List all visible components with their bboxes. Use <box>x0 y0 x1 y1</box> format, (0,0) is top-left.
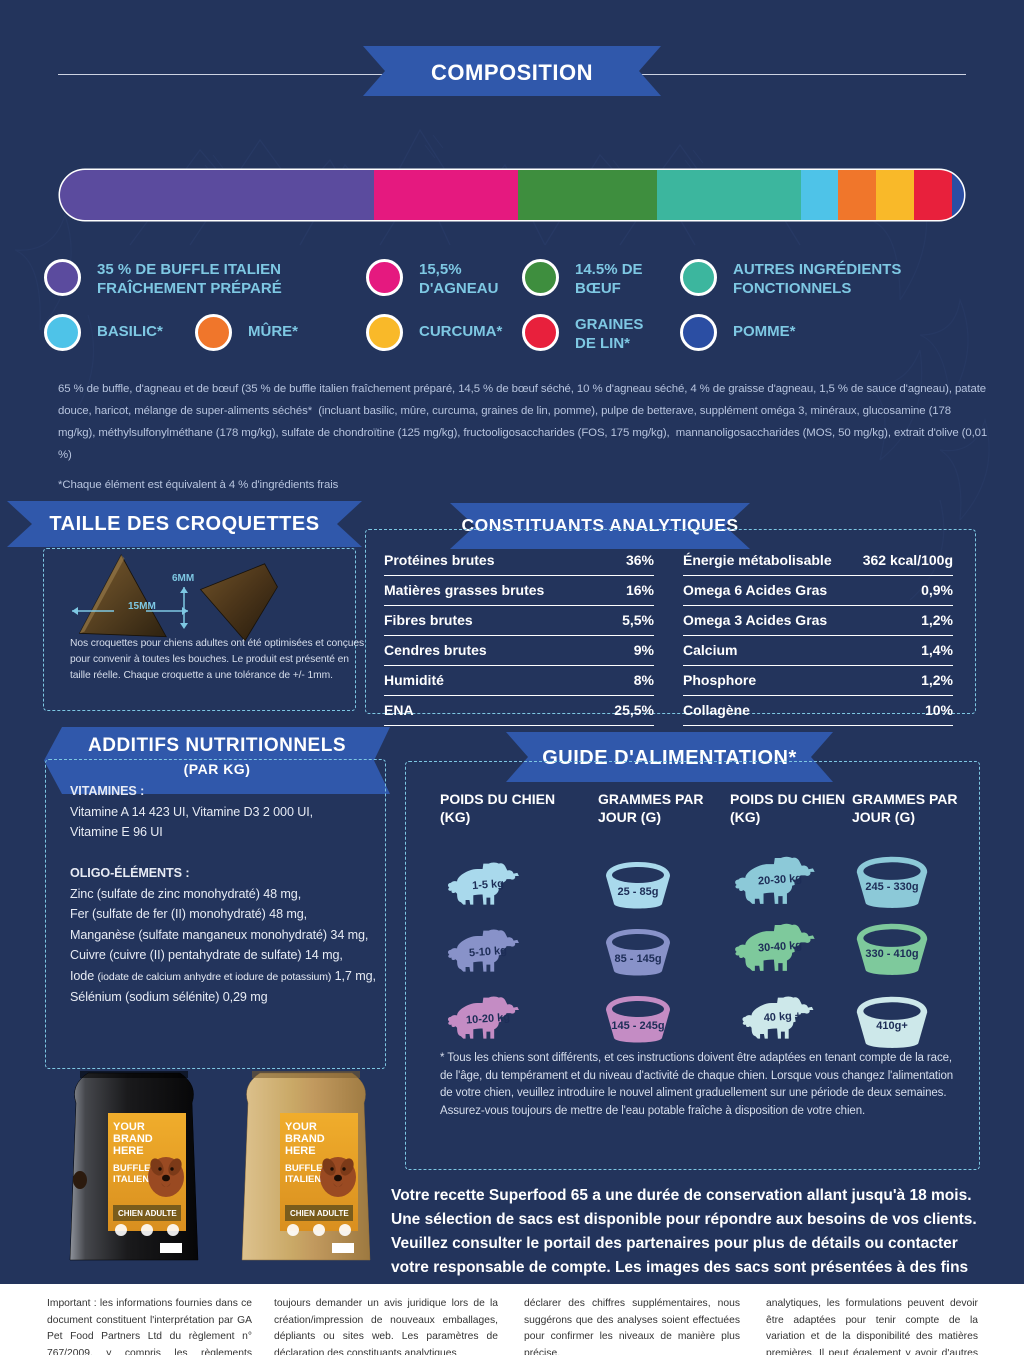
svg-text:BUFFLE: BUFFLE <box>113 1163 150 1174</box>
svg-text:BUFFLE: BUFFLE <box>285 1163 322 1174</box>
svg-text:YOUR: YOUR <box>285 1121 317 1133</box>
svg-text:BRAND: BRAND <box>113 1133 153 1145</box>
svg-text:CHIEN ADULTE: CHIEN ADULTE <box>118 1209 177 1218</box>
svg-text:HERE: HERE <box>285 1145 316 1157</box>
svg-text:BRAND: BRAND <box>285 1133 325 1145</box>
svg-text:ITALIEN: ITALIEN <box>113 1174 149 1185</box>
svg-text:ITALIEN: ITALIEN <box>285 1174 321 1185</box>
svg-text:HERE: HERE <box>113 1145 144 1157</box>
svg-text:YOUR: YOUR <box>113 1121 145 1133</box>
svg-text:CHIEN ADULTE: CHIEN ADULTE <box>290 1209 349 1218</box>
